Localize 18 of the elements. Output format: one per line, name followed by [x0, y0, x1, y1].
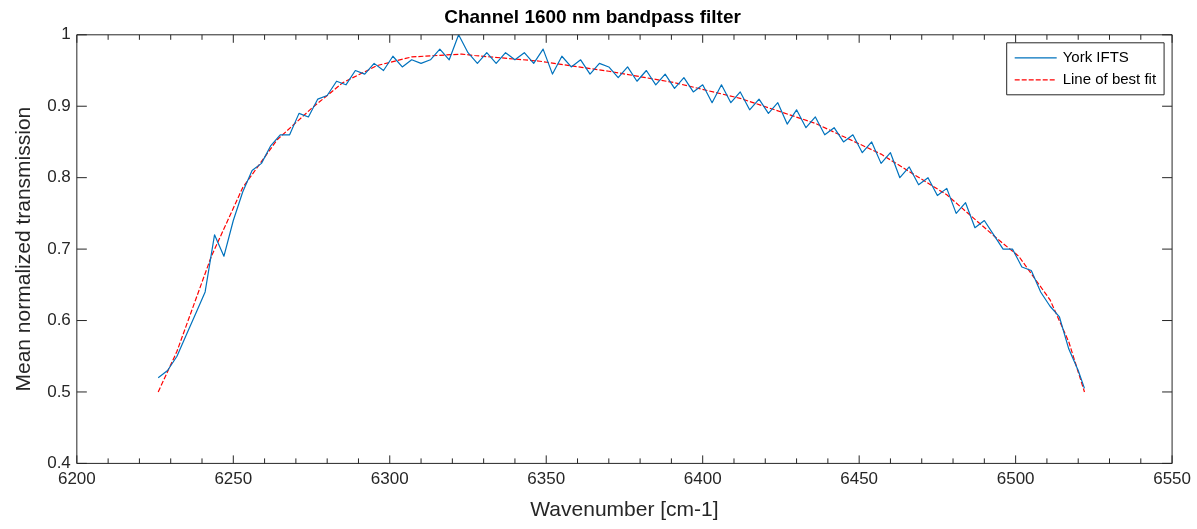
- x-tick-label: 6450: [840, 469, 879, 489]
- y-tick-label: 0.9: [47, 95, 71, 115]
- y-tick-label: 0.8: [47, 167, 71, 187]
- x-tick-label: 6350: [527, 469, 566, 489]
- y-tick-label: 1: [61, 24, 71, 44]
- legend-label: York IFTS: [1062, 47, 1129, 65]
- x-tick-label: 6300: [370, 469, 409, 489]
- chart-title: Channel 1600 nm bandpass filter: [444, 5, 742, 27]
- x-tick-label: 6250: [214, 469, 253, 489]
- y-axis-title: Mean normalized transmission: [11, 106, 35, 392]
- x-tick-label: 6400: [683, 469, 722, 489]
- x-tick-label: 6500: [996, 469, 1035, 489]
- legend-label: Line of best fit: [1062, 69, 1157, 87]
- x-axis-title: Wavenumber [cm-1]: [530, 497, 719, 521]
- y-tick-label: 0.7: [47, 238, 71, 258]
- x-tick-label: 6550: [1153, 469, 1191, 489]
- y-tick-label: 0.6: [47, 310, 71, 330]
- y-tick-label: 0.5: [47, 381, 71, 401]
